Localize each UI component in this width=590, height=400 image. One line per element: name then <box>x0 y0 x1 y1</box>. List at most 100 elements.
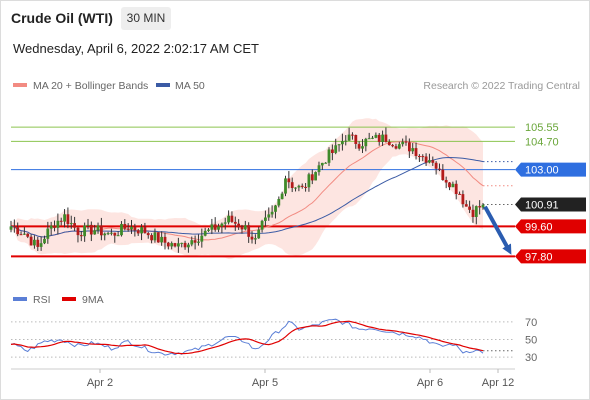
candle-down <box>156 232 160 243</box>
research-credit: Research © 2022 Trading Central <box>423 80 580 92</box>
candle-up <box>367 138 371 140</box>
candle-up <box>177 243 180 247</box>
ma9-legend-swatch <box>62 297 76 301</box>
candle-down <box>478 206 482 208</box>
candle-up <box>83 225 86 237</box>
candle-down <box>387 141 391 146</box>
candle-down <box>73 223 76 228</box>
candle-up <box>106 233 110 235</box>
candle-up <box>9 226 13 230</box>
candle-up <box>374 134 378 138</box>
candle-up <box>277 199 281 206</box>
candle-up <box>347 134 351 141</box>
last-level-tag <box>515 197 586 212</box>
candle-down <box>434 162 438 169</box>
rsi-tick-label: 50 <box>525 335 537 347</box>
x-tick-label: Apr 5 <box>252 377 278 389</box>
ma50-legend-label: MA 50 <box>175 80 205 92</box>
candle-down <box>29 236 33 246</box>
candle-up <box>371 137 374 139</box>
candle-up <box>320 162 324 166</box>
candle-down <box>351 134 354 136</box>
resistance-level-label: 105.55 <box>525 122 559 134</box>
candle-down <box>66 214 70 224</box>
candle-up <box>56 220 60 228</box>
candle-down <box>441 169 445 180</box>
candle-down <box>468 206 471 210</box>
candle-up <box>411 148 415 152</box>
bollinger-bands-layer <box>11 118 483 260</box>
rsi-grid-layer: 70 50 30 <box>11 317 537 364</box>
candle-down <box>438 168 441 170</box>
candle-down <box>59 220 63 222</box>
candle-down <box>163 236 167 243</box>
x-tick-label: Apr 6 <box>417 377 443 389</box>
candle-up <box>153 232 157 241</box>
interval-selector[interactable]: 30 MIN <box>121 7 171 30</box>
candle-down <box>391 145 394 147</box>
candle-down <box>123 224 127 229</box>
candle-down <box>300 185 304 187</box>
candle-up <box>474 206 478 217</box>
candle-up <box>180 242 184 244</box>
rsi-legend-swatch <box>13 297 27 301</box>
candle-down <box>143 227 147 234</box>
candle-up <box>23 233 26 235</box>
candle-down <box>310 174 314 181</box>
candle-down <box>136 230 140 234</box>
candle-down <box>408 142 411 152</box>
candle-down <box>133 226 137 231</box>
candle-up <box>120 224 123 236</box>
candle-up <box>327 149 331 163</box>
candle-down <box>240 227 244 230</box>
candle-up <box>267 214 271 218</box>
candle-down <box>146 233 150 236</box>
support-level-label: 99.60 <box>525 221 553 233</box>
candle-down <box>89 224 93 235</box>
candle-down <box>213 224 217 230</box>
candle-up <box>254 238 257 240</box>
candle-up <box>130 226 133 230</box>
pivot-level-tag <box>515 162 586 177</box>
candle-up <box>297 185 301 188</box>
candle-up <box>401 141 405 145</box>
candle-down <box>431 160 435 163</box>
candle-up <box>284 178 287 194</box>
candle-down <box>53 225 56 228</box>
candle-down <box>454 183 458 194</box>
candle-up <box>110 232 113 234</box>
resistance-level-label: 104.70 <box>525 136 559 148</box>
candle-down <box>418 156 421 157</box>
candle-down <box>458 193 461 195</box>
candle-down <box>183 242 187 248</box>
x-tick-label: Apr 12 <box>482 377 514 389</box>
candle-down <box>421 156 425 158</box>
instrument-title: Crude Oil (WTI) <box>11 10 113 26</box>
candle-up <box>307 174 311 188</box>
rsi-legend-label: RSI <box>33 294 51 306</box>
candle-up <box>334 145 338 153</box>
candle-up <box>481 204 485 208</box>
candle-up <box>344 140 348 142</box>
candlesticks-layer <box>9 127 485 253</box>
candle-down <box>354 135 358 144</box>
moving-averages-layer <box>10 140 515 241</box>
candle-up <box>69 223 73 225</box>
candle-up <box>314 172 317 181</box>
support-level-tag <box>515 219 586 234</box>
candle-down <box>237 223 240 228</box>
candle-up <box>46 228 50 239</box>
rsi-lines-layer <box>10 318 515 356</box>
candle-up <box>317 165 321 173</box>
candle-up <box>257 229 261 239</box>
ma20-legend-label: MA 20 + Bollinger Bands <box>33 80 148 92</box>
level-labels-layer: 105.55 104.70 103.00 100.91 99.60 97.80 <box>515 122 586 264</box>
candle-up <box>324 162 328 164</box>
candle-down <box>193 240 197 243</box>
candle-down <box>404 141 408 143</box>
candle-down <box>424 156 428 163</box>
candle-down <box>150 235 153 241</box>
candle-down <box>19 234 23 236</box>
rsi-ma9-line <box>10 320 484 355</box>
